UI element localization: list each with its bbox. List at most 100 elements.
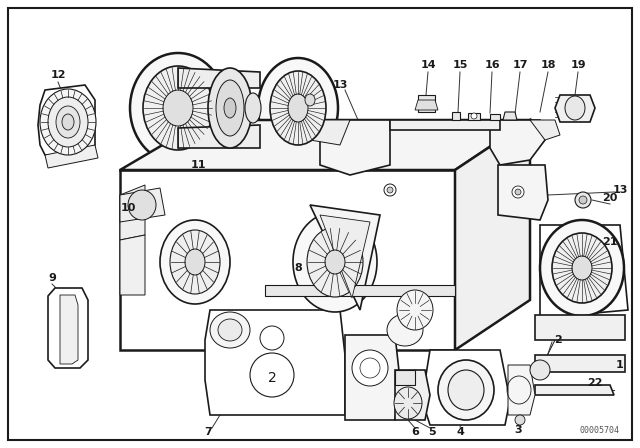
- Polygon shape: [422, 350, 510, 425]
- Text: 19: 19: [570, 60, 586, 70]
- Polygon shape: [508, 365, 535, 415]
- Text: 6: 6: [411, 427, 419, 437]
- Text: 2: 2: [268, 371, 276, 385]
- Polygon shape: [48, 288, 88, 368]
- Polygon shape: [120, 185, 145, 240]
- Ellipse shape: [565, 96, 585, 120]
- Text: 00005704: 00005704: [580, 426, 620, 435]
- Text: 18: 18: [540, 60, 556, 70]
- Text: 1: 1: [616, 360, 624, 370]
- Polygon shape: [418, 95, 435, 112]
- Text: 7: 7: [204, 427, 212, 437]
- Polygon shape: [540, 225, 628, 318]
- Text: 9: 9: [48, 273, 56, 283]
- Ellipse shape: [185, 249, 205, 275]
- Polygon shape: [310, 120, 350, 145]
- Ellipse shape: [210, 312, 250, 348]
- Ellipse shape: [160, 220, 230, 304]
- Ellipse shape: [397, 290, 433, 330]
- Polygon shape: [490, 120, 545, 165]
- Ellipse shape: [307, 227, 363, 297]
- Text: 16: 16: [484, 60, 500, 70]
- Ellipse shape: [62, 114, 74, 130]
- Polygon shape: [415, 100, 438, 110]
- Ellipse shape: [572, 256, 592, 280]
- Text: 2: 2: [554, 335, 562, 345]
- Ellipse shape: [515, 189, 521, 195]
- Ellipse shape: [552, 233, 612, 303]
- Ellipse shape: [305, 94, 315, 106]
- Polygon shape: [320, 215, 370, 298]
- Ellipse shape: [384, 184, 396, 196]
- Text: 13: 13: [332, 80, 348, 90]
- Ellipse shape: [128, 190, 156, 220]
- Polygon shape: [120, 170, 455, 350]
- Ellipse shape: [208, 68, 252, 148]
- Text: 17: 17: [512, 60, 528, 70]
- Polygon shape: [468, 113, 480, 120]
- Polygon shape: [60, 295, 78, 364]
- Ellipse shape: [250, 353, 294, 397]
- Polygon shape: [395, 370, 415, 385]
- Text: 21: 21: [602, 237, 618, 247]
- Ellipse shape: [394, 387, 422, 419]
- Polygon shape: [320, 120, 390, 175]
- Polygon shape: [498, 165, 548, 220]
- Text: 14: 14: [420, 60, 436, 70]
- Ellipse shape: [579, 196, 587, 204]
- Text: 3: 3: [514, 425, 522, 435]
- Polygon shape: [395, 370, 430, 420]
- Polygon shape: [310, 205, 380, 310]
- Ellipse shape: [163, 90, 193, 126]
- Ellipse shape: [216, 80, 244, 136]
- Ellipse shape: [130, 53, 226, 163]
- Ellipse shape: [143, 66, 213, 150]
- Polygon shape: [178, 125, 260, 148]
- Text: 12: 12: [51, 70, 66, 80]
- Polygon shape: [120, 235, 145, 295]
- Ellipse shape: [270, 71, 326, 145]
- Text: 13: 13: [612, 185, 628, 195]
- Ellipse shape: [387, 187, 393, 193]
- Ellipse shape: [40, 89, 96, 155]
- Text: 22: 22: [588, 378, 603, 388]
- Polygon shape: [535, 355, 625, 372]
- Polygon shape: [455, 120, 530, 350]
- Ellipse shape: [258, 58, 338, 158]
- Polygon shape: [555, 95, 595, 122]
- Ellipse shape: [288, 94, 308, 122]
- Polygon shape: [530, 120, 560, 140]
- Ellipse shape: [540, 220, 624, 316]
- Polygon shape: [535, 385, 614, 395]
- Ellipse shape: [530, 360, 550, 380]
- Polygon shape: [503, 112, 517, 120]
- Ellipse shape: [170, 230, 220, 294]
- Polygon shape: [452, 112, 460, 120]
- Text: 20: 20: [602, 193, 618, 203]
- Polygon shape: [265, 285, 455, 296]
- Ellipse shape: [325, 250, 345, 274]
- Polygon shape: [535, 315, 625, 340]
- Ellipse shape: [471, 113, 477, 119]
- Polygon shape: [345, 335, 400, 420]
- Polygon shape: [120, 120, 530, 170]
- Polygon shape: [38, 85, 95, 158]
- Polygon shape: [390, 120, 500, 130]
- Polygon shape: [178, 68, 260, 88]
- Ellipse shape: [515, 415, 525, 425]
- Polygon shape: [490, 114, 500, 120]
- Text: 10: 10: [120, 203, 136, 213]
- Polygon shape: [45, 145, 98, 168]
- Ellipse shape: [512, 186, 524, 198]
- Ellipse shape: [245, 93, 261, 123]
- Ellipse shape: [575, 192, 591, 208]
- Ellipse shape: [56, 106, 80, 138]
- Ellipse shape: [293, 212, 377, 312]
- Ellipse shape: [387, 314, 423, 346]
- Ellipse shape: [218, 319, 242, 341]
- Text: 15: 15: [452, 60, 468, 70]
- Text: 4: 4: [456, 427, 464, 437]
- Text: 5: 5: [428, 427, 436, 437]
- Ellipse shape: [438, 360, 494, 420]
- Ellipse shape: [448, 370, 484, 410]
